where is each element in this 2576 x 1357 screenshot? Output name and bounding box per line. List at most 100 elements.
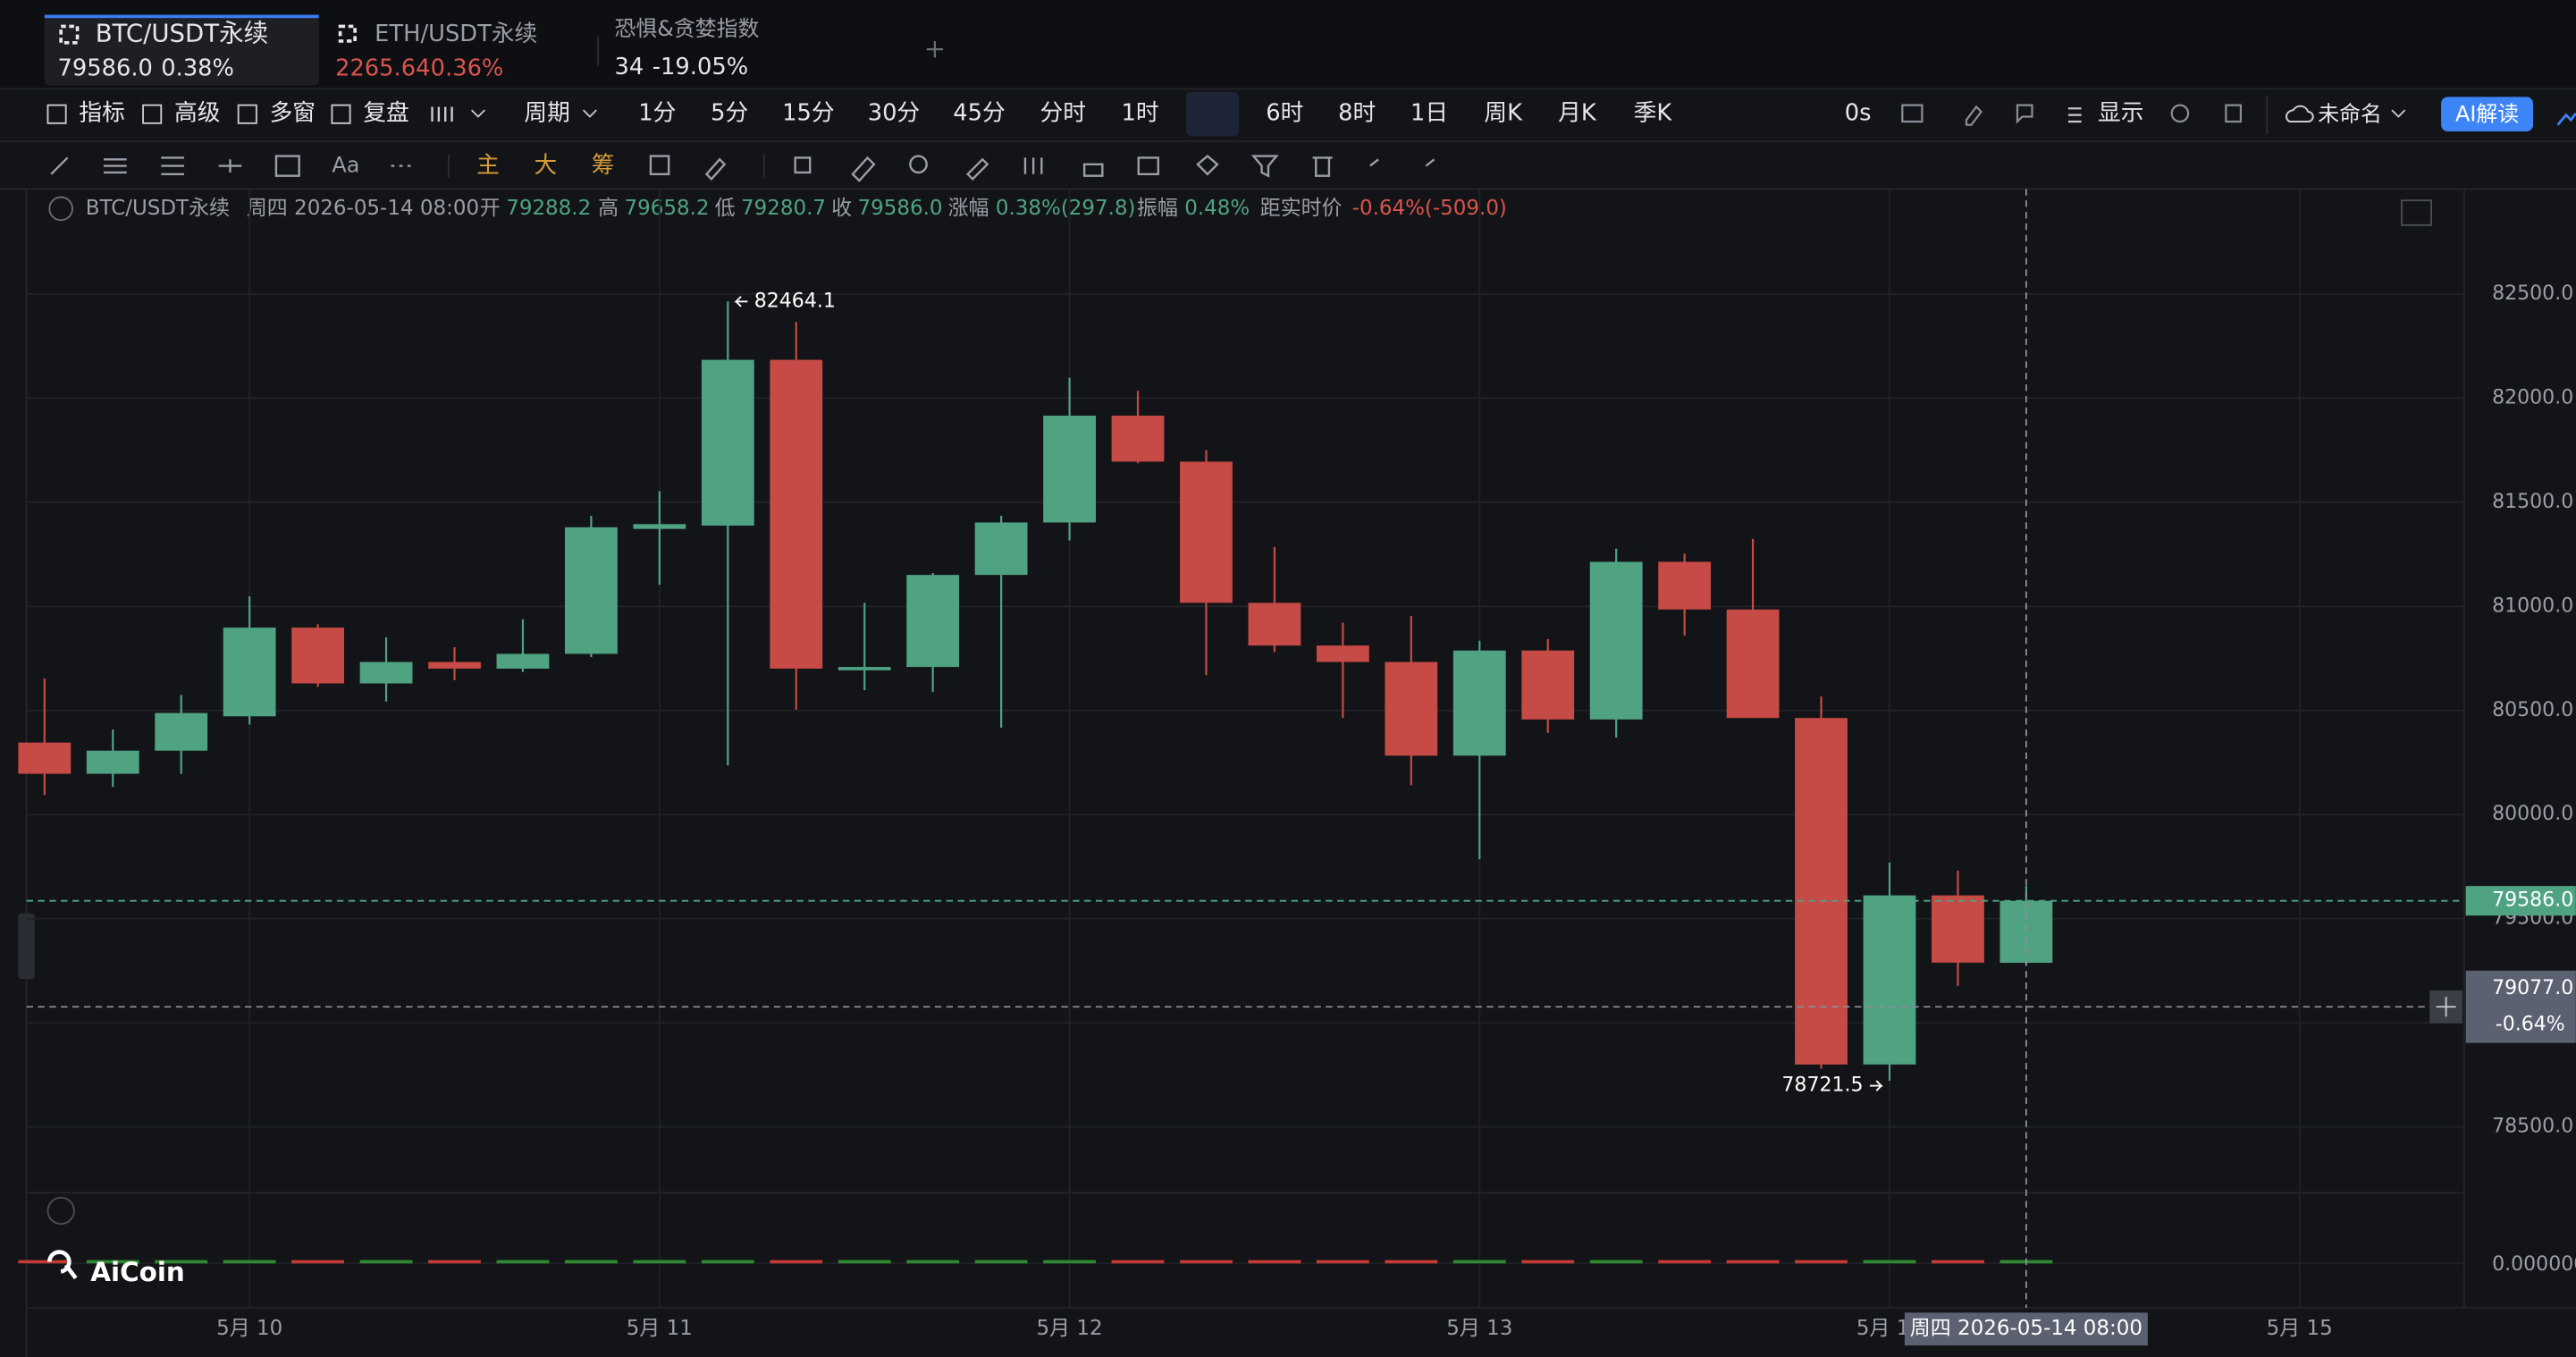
y-tick-label: 82000.0	[2492, 386, 2573, 409]
interval-button[interactable]: 30分	[868, 99, 920, 126]
plus	[2436, 997, 2456, 1017]
coin-icon	[59, 24, 80, 45]
volume-stub	[1726, 1260, 1780, 1264]
toolbar-button[interactable]: 指标	[79, 99, 124, 126]
logo-icon	[47, 1250, 78, 1280]
volume-stub	[838, 1260, 891, 1264]
volume-stub	[1248, 1260, 1301, 1264]
interval-button[interactable]: 6时	[1266, 99, 1303, 126]
candle-body	[291, 628, 345, 684]
tab-change: 0.38%	[161, 55, 234, 82]
crosshair-change: -0.64%	[2496, 1013, 2565, 1035]
volume-stub	[770, 1260, 823, 1264]
volume-stub	[18, 1260, 72, 1264]
chart-icon[interactable]	[2556, 112, 2576, 126]
candle-body	[1248, 603, 1301, 646]
crosshair-price: 79077.0	[2492, 977, 2573, 999]
interval-button[interactable]: 月K	[1558, 99, 1597, 126]
candle-body	[1932, 895, 1984, 963]
volume-stub	[359, 1260, 413, 1264]
info-value: 79586.0	[858, 197, 943, 220]
display-button[interactable]: 显示	[2098, 99, 2143, 126]
toolbar-button[interactable]: 复盘	[363, 99, 408, 126]
candle-body	[428, 662, 481, 669]
arrow	[734, 296, 748, 308]
tab-bar	[0, 0, 2576, 89]
candle-body	[770, 359, 823, 669]
last-price-tag	[2465, 886, 2576, 916]
x-tick-label: 5月 12	[1037, 1317, 1103, 1340]
interval-button[interactable]: 周K	[1484, 99, 1523, 126]
tab-change: -19.05%	[652, 54, 748, 80]
interval-button[interactable]: 季K	[1634, 99, 1673, 126]
interval-button[interactable]: 45分	[953, 99, 1005, 126]
interval-button[interactable]: 1日	[1410, 99, 1448, 126]
candle-body	[974, 522, 1028, 576]
volume-stub	[906, 1260, 960, 1264]
active-tab[interactable]	[44, 14, 319, 86]
interval-button[interactable]: 15分	[782, 99, 834, 126]
tab-indicator	[44, 14, 319, 19]
tool-icon[interactable]	[2016, 104, 2243, 124]
x-tick-label: 5月 11	[627, 1317, 693, 1340]
info-value: 0.38%(297.8)	[996, 197, 1136, 220]
interval-button[interactable]: 分时	[1040, 99, 1086, 126]
volume-tick-label: 0.000000	[2492, 1253, 2576, 1276]
speed[interactable]: 0s	[1845, 99, 1872, 126]
volume-stub	[1043, 1260, 1096, 1264]
info-label: 振幅	[1137, 197, 1178, 220]
volume-stub	[1316, 1260, 1369, 1264]
layout-name[interactable]: 未命名	[2318, 102, 2382, 127]
info-symbol: BTC/USDT永续	[86, 197, 230, 220]
toolbar-icon	[237, 104, 257, 124]
font-tool[interactable]: Aa	[332, 153, 359, 178]
toolbar: 指标高级多窗复盘周期1分5分15分30分45分分时1时4时6时8时1日周K月K季…	[46, 99, 2143, 126]
toolbar-button[interactable]: 高级	[174, 99, 220, 126]
crosshair-time-tag	[1904, 1312, 2148, 1346]
volume-stub	[1180, 1260, 1233, 1264]
candle-body	[1111, 415, 1165, 462]
tool-icon[interactable]	[1901, 104, 1983, 126]
y-tick-label: 80500.0	[2492, 699, 2573, 721]
ai-button[interactable]	[2441, 97, 2534, 132]
fullscreen-icon[interactable]	[2401, 199, 2433, 226]
tab-price: 34	[615, 54, 644, 80]
replay-icon[interactable]	[431, 106, 453, 122]
ai-button-label[interactable]: AI解读	[2455, 102, 2519, 127]
coin-icon	[338, 24, 357, 43]
tab-symbol[interactable]: ETH/USDT永续	[375, 21, 537, 47]
info-value: 79288.2	[506, 197, 591, 220]
y-tick-label: 81500.0	[2492, 491, 2573, 513]
candle-body	[155, 712, 208, 751]
add-tab[interactable]	[926, 40, 944, 58]
interval-button[interactable]: 1分	[638, 99, 676, 126]
volume-stub	[155, 1260, 208, 1264]
expand-icon[interactable]	[46, 1196, 75, 1226]
panel-handle[interactable]	[18, 913, 35, 980]
candle-body	[701, 359, 754, 526]
candle-body	[1043, 415, 1096, 523]
info-label: 低	[715, 197, 736, 220]
interval-button[interactable]: 8时	[1338, 99, 1376, 126]
toolbar-button[interactable]: 多窗	[270, 99, 316, 126]
interval-button[interactable]: 1时	[1122, 99, 1159, 126]
volume-stub	[1452, 1260, 1506, 1264]
info-value: 79658.2	[625, 197, 710, 220]
tab-symbol[interactable]: 恐惧&贪婪指数	[615, 16, 760, 41]
crosshair-tag	[2465, 970, 2576, 1043]
indicator-tag[interactable]: 大	[534, 152, 557, 179]
draw-tools[interactable]	[50, 155, 1435, 182]
candle-body	[1316, 645, 1369, 662]
indicator-tag[interactable]: 筹	[592, 152, 615, 179]
volume-stub	[223, 1260, 276, 1264]
candle-body	[1180, 461, 1233, 603]
period-menu[interactable]: 周期	[524, 99, 569, 126]
indicator-tag[interactable]: 主	[476, 152, 500, 179]
candle-body	[223, 628, 276, 717]
volume-stub	[1111, 1260, 1165, 1264]
volume-stub	[1589, 1260, 1643, 1264]
collapse-icon[interactable]	[48, 196, 73, 222]
interval-button[interactable]: 5分	[711, 99, 748, 126]
interval-highlight	[1186, 91, 1239, 137]
